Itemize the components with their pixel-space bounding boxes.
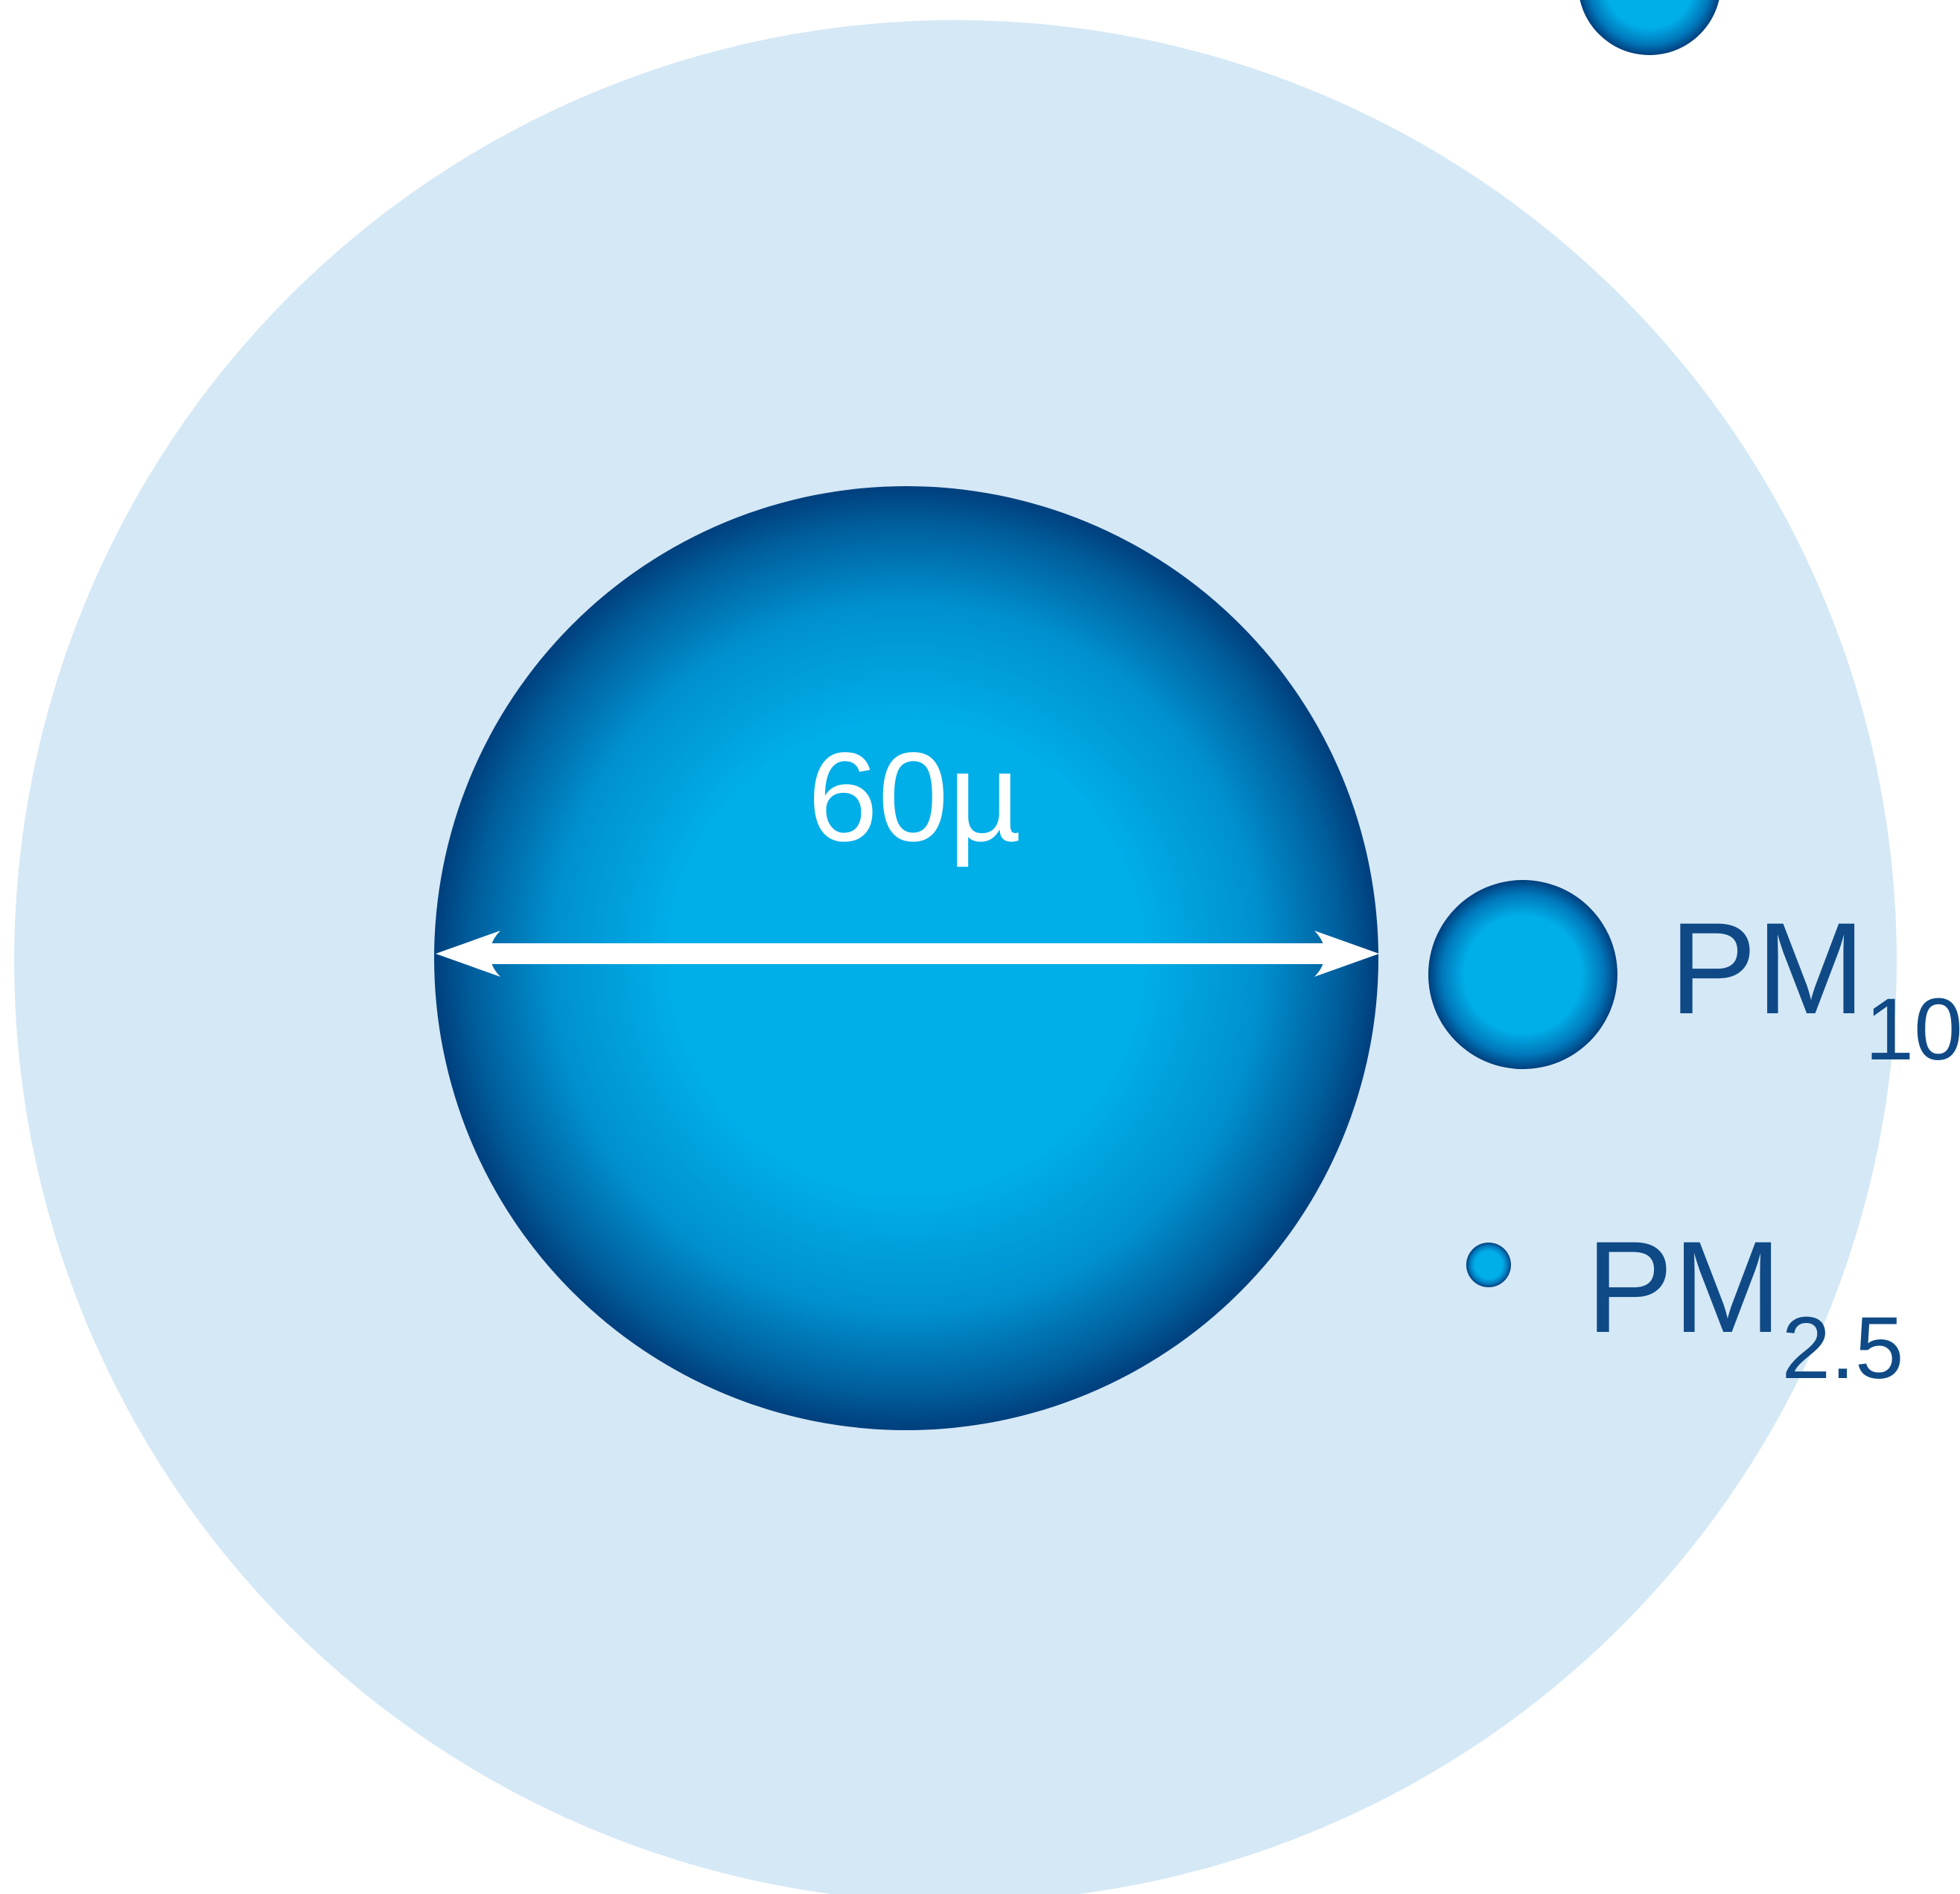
svg-text:PM2.5: PM2.5 (1586, 1215, 1904, 1397)
arrowhead-right (1314, 931, 1379, 977)
pm25-particle (1466, 1243, 1511, 1287)
pm10-label-main: PM (1670, 896, 1865, 1042)
svg-text:PM10: PM10 (1670, 896, 1960, 1079)
diameter-label: 60µ (807, 727, 1021, 868)
arrowhead-left (436, 931, 500, 977)
pm10-particle (1428, 880, 1617, 1069)
pm25-label-main: PM (1586, 1215, 1782, 1360)
pm25-label-sub: 2.5 (1782, 1299, 1904, 1397)
diameter-arrow (436, 931, 1379, 977)
pm10-label: PM10 (1670, 896, 1960, 1079)
partial-particle (1579, 0, 1719, 55)
pm10-label-sub: 10 (1865, 981, 1960, 1079)
pm25-label: PM2.5 (1586, 1215, 1904, 1397)
